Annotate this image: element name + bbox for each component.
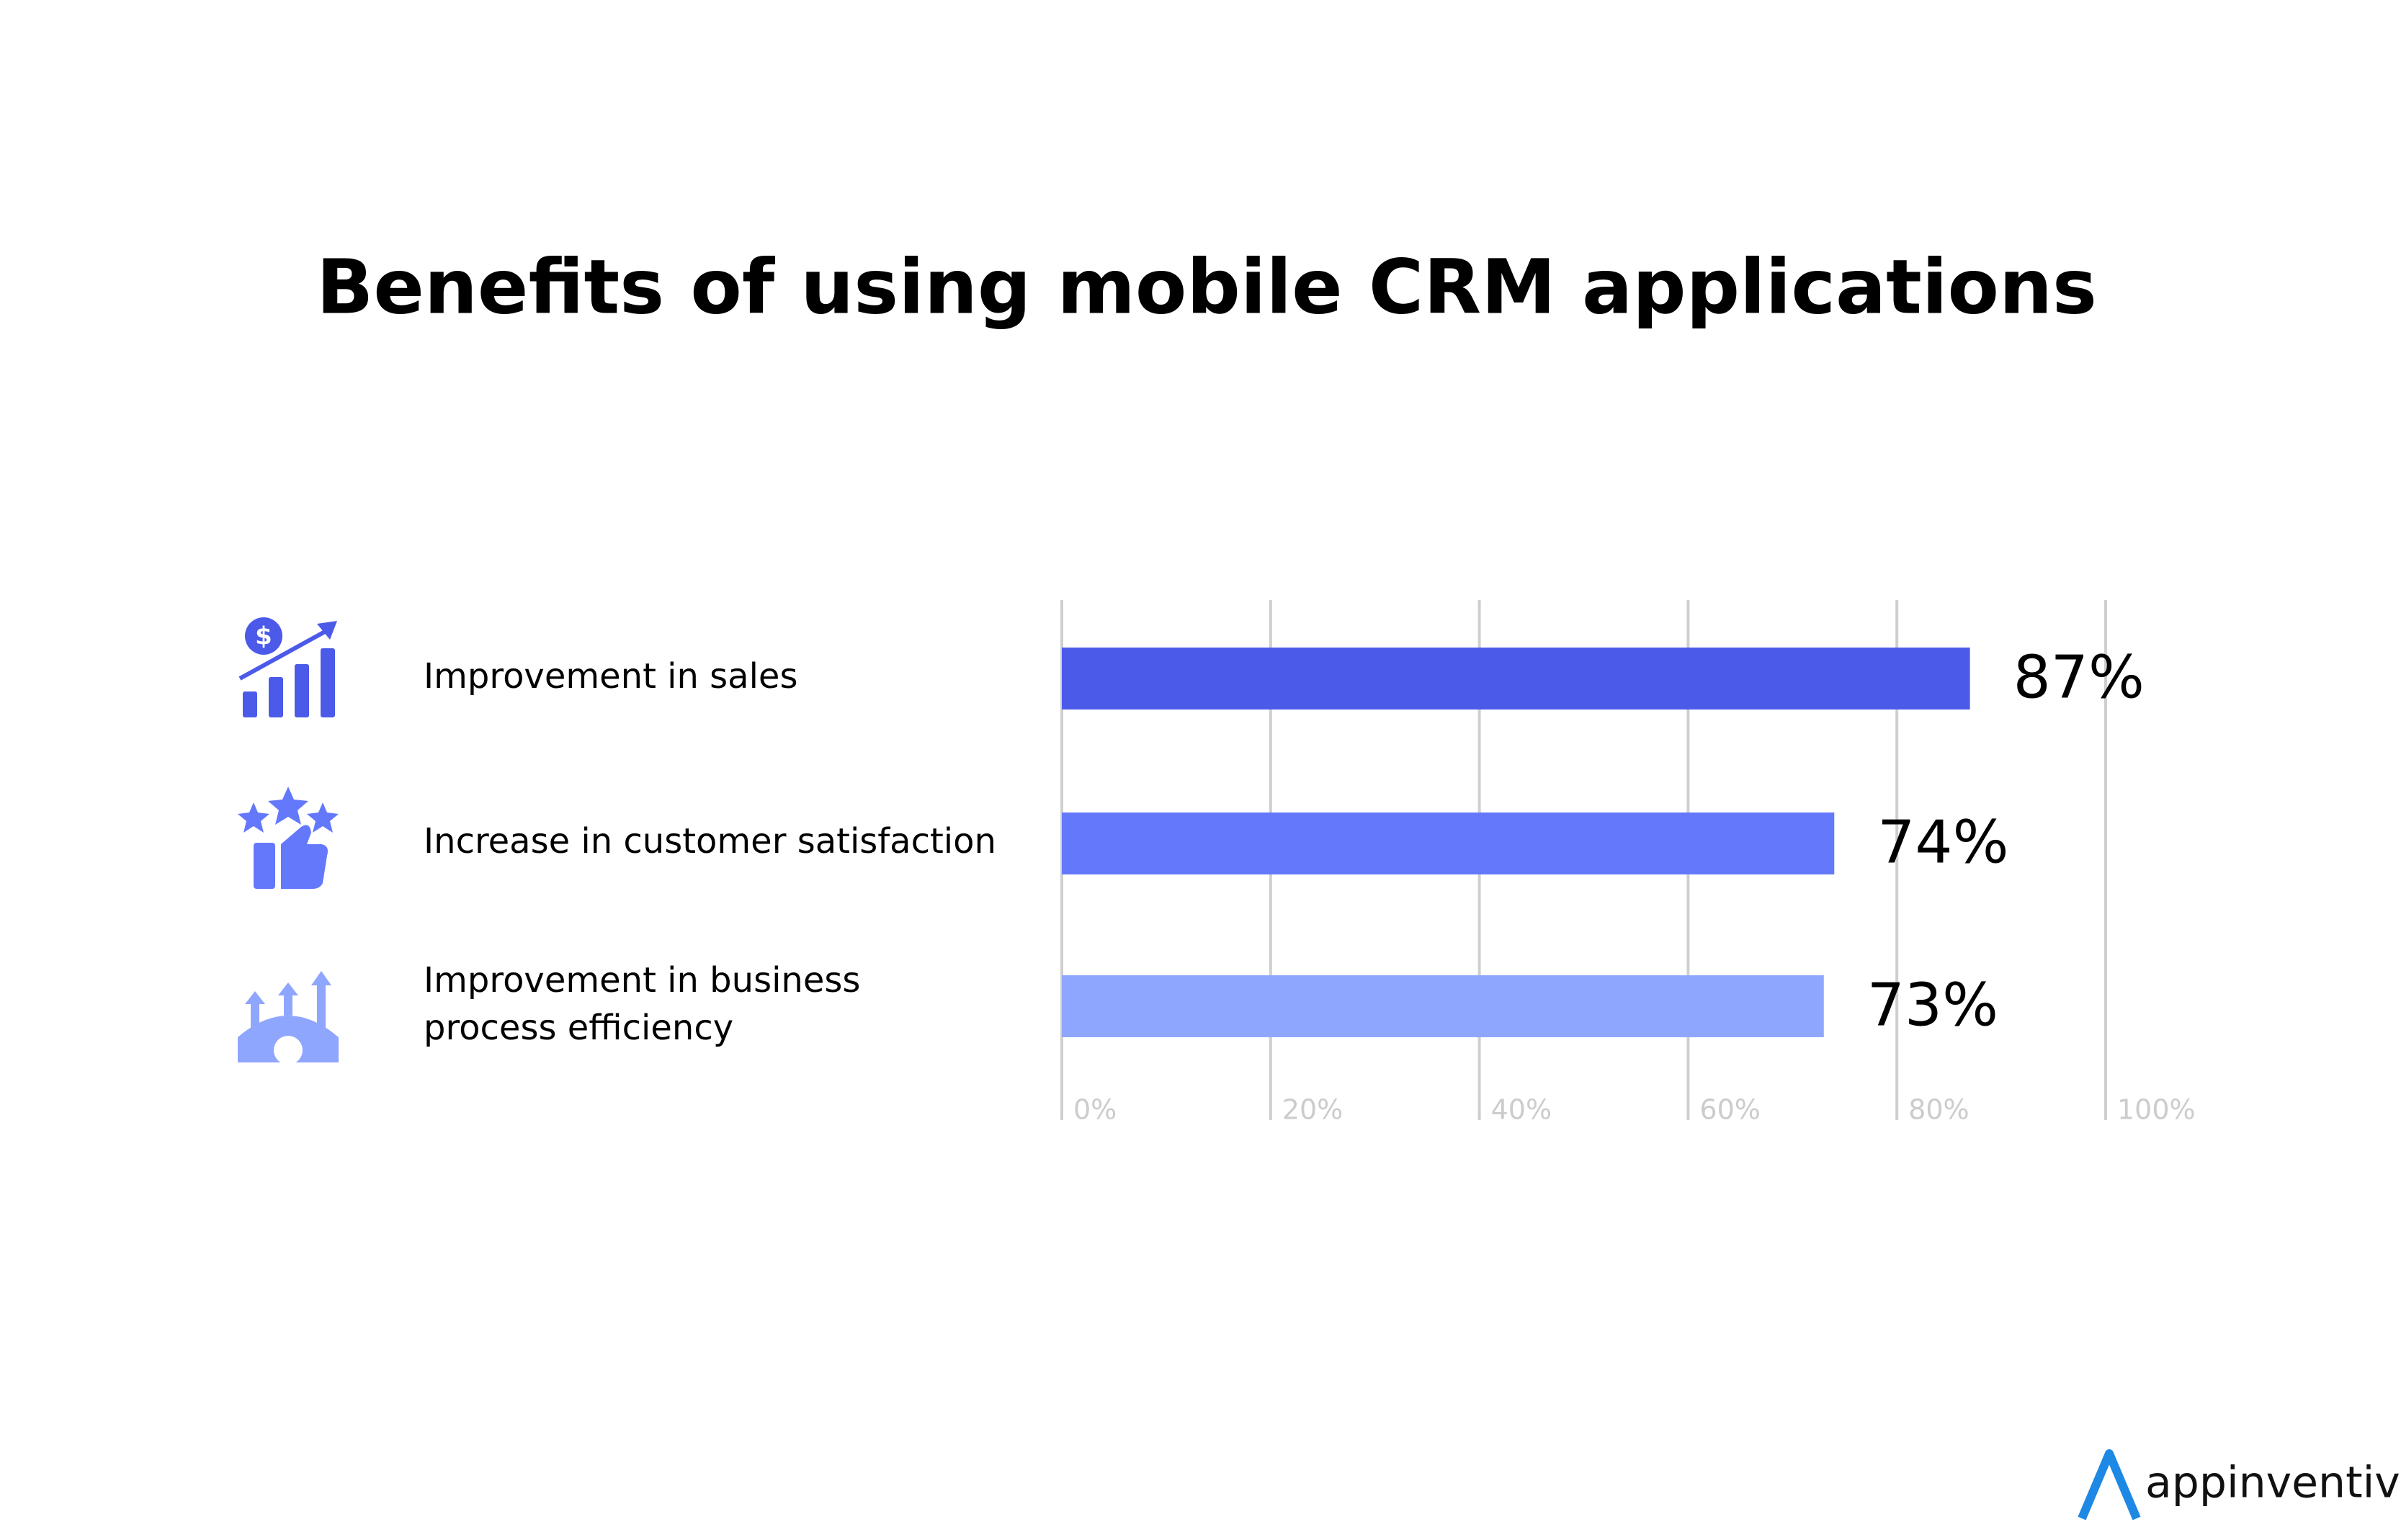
- icon-satisfaction: [238, 787, 339, 889]
- x-tick-label: 60%: [1699, 1094, 1760, 1126]
- category-label: Increase in customer satisfaction: [424, 821, 996, 861]
- bar: [1062, 812, 1835, 874]
- x-tick-label: 100%: [2117, 1094, 2196, 1126]
- x-tick-label: 80%: [1908, 1094, 1969, 1126]
- icon-sales: $: [238, 617, 337, 717]
- chart-title: Benefits of using mobile CRM application…: [316, 243, 2097, 331]
- brand-logo: appinventiv: [2078, 1449, 2400, 1521]
- bar: [1062, 648, 1970, 709]
- value-label: 87%: [2013, 643, 2145, 712]
- x-tick-label: 20%: [1282, 1094, 1343, 1126]
- bar: [1062, 975, 1824, 1037]
- category-label: Improvement in sales: [424, 656, 797, 697]
- brand-name: appinventiv: [2145, 1458, 2400, 1508]
- x-tick-label: 0%: [1073, 1094, 1117, 1126]
- x-tick-label: 40%: [1491, 1094, 1552, 1126]
- value-label: 74%: [1877, 808, 2008, 877]
- category-label: Improvement in business process efficienc…: [424, 960, 860, 1048]
- icon-efficiency: [238, 971, 339, 1065]
- svg-text:$: $: [255, 622, 272, 651]
- value-label: 73%: [1867, 971, 1998, 1039]
